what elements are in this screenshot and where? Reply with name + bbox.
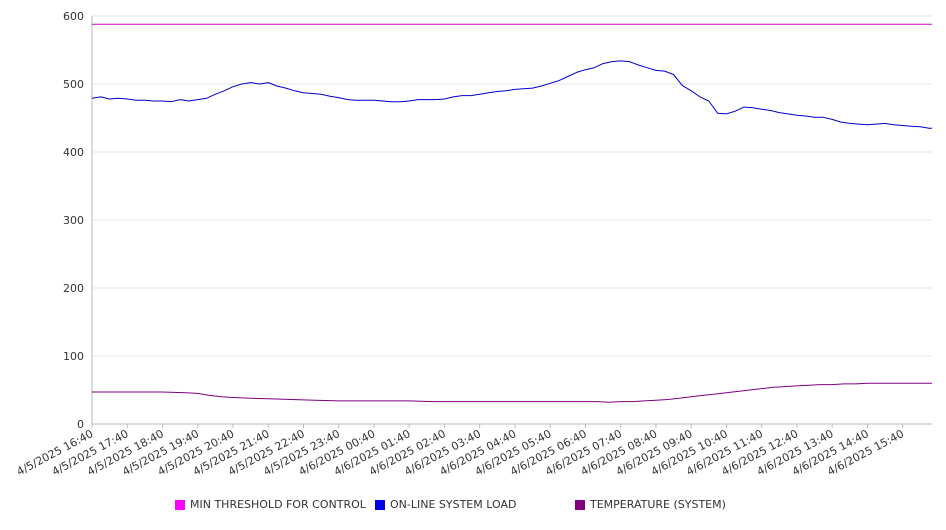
legend-label-temperature: TEMPERATURE (SYSTEM)	[590, 498, 726, 511]
y-tick-label-600: 600	[63, 10, 84, 23]
legend-item-min-threshold[interactable]: MIN THRESHOLD FOR CONTROL	[175, 498, 366, 511]
series-line-temperature	[92, 382, 932, 403]
legend-swatch-system-load	[375, 499, 385, 510]
y-tick-label-0: 0	[77, 418, 84, 431]
axes	[91, 16, 932, 428]
y-tick-label-400: 400	[63, 146, 84, 159]
series-line-system-load	[91, 60, 932, 129]
legend: MIN THRESHOLD FOR CONTROL ON-LINE SYSTEM…	[0, 498, 946, 516]
x-axis-tick-labels: 4/5/2025 16:404/5/2025 17:404/5/2025 18:…	[15, 427, 906, 478]
legend-item-system-load[interactable]: ON-LINE SYSTEM LOAD	[375, 498, 516, 511]
series-lines	[91, 23, 932, 403]
legend-swatch-temperature	[575, 499, 585, 510]
legend-swatch-min-threshold	[175, 499, 185, 510]
y-tick-label-500: 500	[63, 78, 84, 91]
y-tick-label-100: 100	[63, 350, 84, 363]
y-axis-tick-labels: 0 100 200 300 400 500 600	[63, 10, 84, 431]
legend-label-system-load: ON-LINE SYSTEM LOAD	[390, 498, 517, 511]
legend-label-min-threshold: MIN THRESHOLD FOR CONTROL	[190, 498, 366, 511]
gridlines	[92, 15, 932, 357]
y-tick-label-300: 300	[63, 214, 84, 227]
legend-item-temperature[interactable]: TEMPERATURE (SYSTEM)	[575, 498, 726, 511]
y-tick-label-200: 200	[63, 282, 84, 295]
